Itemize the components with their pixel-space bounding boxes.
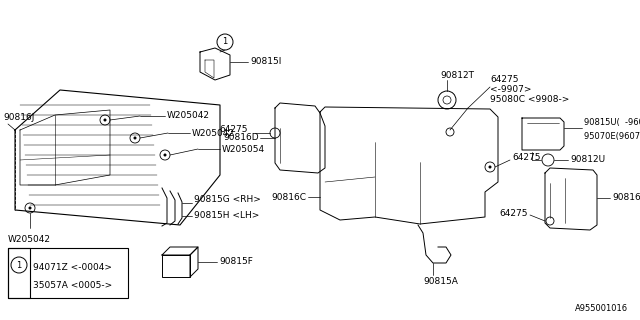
Text: <-9907>: <-9907>: [490, 84, 531, 93]
Text: 64275: 64275: [490, 75, 518, 84]
Circle shape: [11, 257, 27, 273]
Text: 90812U: 90812U: [570, 156, 605, 164]
Text: 90815G <RH>: 90815G <RH>: [194, 196, 261, 204]
Circle shape: [485, 162, 495, 172]
Text: 1: 1: [17, 260, 22, 269]
Circle shape: [438, 91, 456, 109]
Text: W205042: W205042: [167, 111, 210, 121]
Text: 90816J: 90816J: [3, 114, 35, 123]
Text: 90815U(  -9606): 90815U( -9606): [584, 118, 640, 127]
Circle shape: [446, 128, 454, 136]
Text: 35057A <0005->: 35057A <0005->: [33, 281, 112, 290]
Circle shape: [104, 118, 106, 122]
Text: W205054: W205054: [222, 145, 265, 154]
Text: 90815F: 90815F: [219, 258, 253, 267]
Circle shape: [270, 128, 280, 138]
Circle shape: [130, 133, 140, 143]
Text: W205042: W205042: [8, 236, 51, 244]
Text: 90815A: 90815A: [423, 277, 458, 286]
Bar: [8, 248, 30, 298]
Circle shape: [134, 137, 136, 140]
Circle shape: [217, 34, 233, 50]
Text: 64275: 64275: [512, 154, 541, 163]
Circle shape: [25, 203, 35, 213]
Text: 95070E(9607-  ): 95070E(9607- ): [584, 132, 640, 140]
Text: W205042: W205042: [192, 129, 235, 138]
Text: A955001016: A955001016: [575, 304, 628, 313]
Circle shape: [100, 115, 110, 125]
Text: 94071Z <-0004>: 94071Z <-0004>: [33, 263, 112, 273]
Text: 95080C <9908->: 95080C <9908->: [490, 94, 570, 103]
Circle shape: [29, 206, 31, 210]
Text: 1: 1: [222, 37, 228, 46]
Text: 90816D: 90816D: [223, 133, 259, 142]
Circle shape: [160, 150, 170, 160]
Text: 90815I: 90815I: [250, 58, 282, 67]
Circle shape: [443, 96, 451, 104]
Text: 90815H <LH>: 90815H <LH>: [194, 212, 259, 220]
Text: 90812T: 90812T: [440, 71, 474, 81]
Text: 90816C: 90816C: [271, 193, 306, 202]
Circle shape: [542, 154, 554, 166]
Circle shape: [546, 217, 554, 225]
Circle shape: [163, 154, 166, 156]
Text: 64275: 64275: [220, 125, 248, 134]
Bar: [8, 248, 128, 298]
Bar: [162, 255, 190, 277]
Text: 64275: 64275: [499, 209, 528, 218]
Text: 90816E: 90816E: [612, 194, 640, 203]
Circle shape: [488, 165, 492, 169]
